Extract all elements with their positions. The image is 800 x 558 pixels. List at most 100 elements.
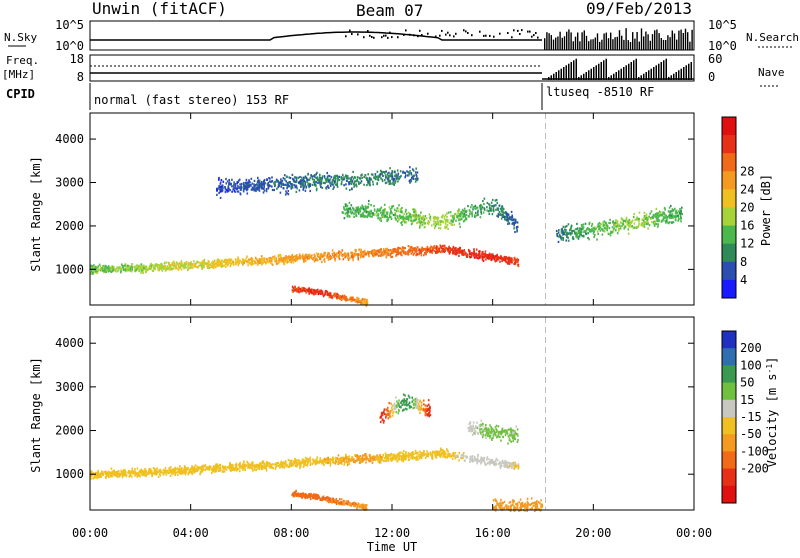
power-cell — [563, 233, 565, 235]
power-cell — [315, 184, 317, 186]
nsearch-bar — [548, 33, 549, 50]
power-cell — [347, 256, 349, 258]
power-cell — [225, 263, 227, 265]
power-cell — [559, 234, 561, 236]
power-cell — [405, 174, 407, 176]
power-cell — [328, 180, 330, 182]
power-cell — [655, 213, 657, 215]
power-cell — [373, 249, 375, 251]
power-cell — [445, 223, 447, 225]
velocity-cell — [379, 454, 381, 456]
power-cell — [360, 255, 362, 257]
power-cell — [656, 217, 658, 219]
power-cell — [657, 226, 659, 228]
power-cell — [299, 288, 301, 290]
power-cell — [462, 254, 464, 256]
nsky-point — [463, 29, 465, 31]
power-cell — [218, 177, 220, 179]
power-cell — [488, 210, 490, 212]
power-cell — [486, 206, 488, 208]
power-cell — [361, 177, 363, 179]
power-cell — [93, 264, 95, 266]
power-cell — [263, 191, 265, 193]
power-cell — [334, 259, 336, 261]
power-cell — [491, 205, 493, 207]
power-cell — [230, 183, 232, 185]
count-tick-right-low: 10^0 — [708, 39, 737, 53]
power-cell — [258, 183, 260, 185]
power-cell — [288, 261, 290, 263]
power-cell — [639, 212, 641, 214]
power-cell — [200, 264, 202, 266]
power-cell — [248, 179, 250, 181]
velocity-cell — [509, 465, 511, 467]
power-cell — [400, 175, 402, 177]
nsky-point — [405, 29, 407, 31]
nave-bar — [653, 67, 655, 80]
power-cell — [321, 179, 323, 181]
power-cell — [460, 213, 462, 215]
power-cell — [652, 216, 654, 218]
power-cell — [292, 259, 294, 261]
power-cell — [411, 220, 413, 222]
power-cell — [306, 179, 308, 181]
power-cell — [314, 176, 316, 178]
power-cell — [671, 215, 673, 217]
power-cell — [183, 267, 185, 269]
nave-bar — [688, 64, 690, 80]
power-cell — [482, 251, 484, 253]
power-cell — [251, 264, 253, 266]
power-cell — [584, 230, 586, 232]
power-cell — [233, 185, 235, 187]
power-cell — [376, 252, 378, 254]
power-cell — [226, 182, 228, 184]
power-cell — [173, 261, 175, 263]
nsky-point — [351, 33, 353, 35]
power-cell — [131, 263, 133, 265]
power-cell — [143, 267, 145, 269]
power-cell — [431, 246, 433, 248]
power-cell — [305, 190, 307, 192]
nsearch-bar — [586, 36, 587, 50]
nsearch-bar — [544, 38, 545, 50]
nave-bar — [578, 77, 580, 80]
power-cell — [146, 270, 148, 272]
power-cell — [360, 249, 362, 251]
power-cell — [221, 259, 223, 261]
power-cell — [430, 219, 432, 221]
power-cell — [593, 227, 595, 229]
power-cell — [142, 265, 144, 267]
power-cell — [444, 245, 446, 247]
power-cell — [651, 221, 653, 223]
velocity-cell — [206, 466, 208, 468]
power-cell — [251, 189, 253, 191]
power-cell — [180, 265, 182, 267]
power-cell — [323, 259, 325, 261]
power-cell — [375, 250, 377, 252]
power-cell — [515, 259, 517, 261]
power-cell — [104, 267, 106, 269]
nave-bar — [681, 69, 683, 80]
power-cell — [672, 210, 674, 212]
nsearch-bar — [683, 33, 684, 50]
power-cell — [257, 177, 259, 179]
power-cell — [471, 211, 473, 213]
nave-bar — [583, 74, 585, 80]
power-cell — [224, 186, 226, 188]
power-cell — [672, 208, 674, 210]
power-cell — [381, 214, 383, 216]
power-ytick-label: 1000 — [55, 262, 84, 276]
power-cell — [140, 272, 142, 274]
power-cell — [471, 256, 473, 258]
power-cell — [157, 267, 159, 269]
power-cell — [301, 290, 303, 292]
power-cell — [468, 215, 470, 217]
nsearch-bar — [654, 30, 655, 50]
power-cell — [378, 255, 380, 257]
velocity-panel-bg — [90, 317, 694, 510]
power-cell — [389, 183, 391, 185]
power-cell — [673, 221, 675, 223]
nsky-point — [383, 35, 385, 37]
power-cell — [389, 216, 391, 218]
power-cell — [454, 213, 456, 215]
